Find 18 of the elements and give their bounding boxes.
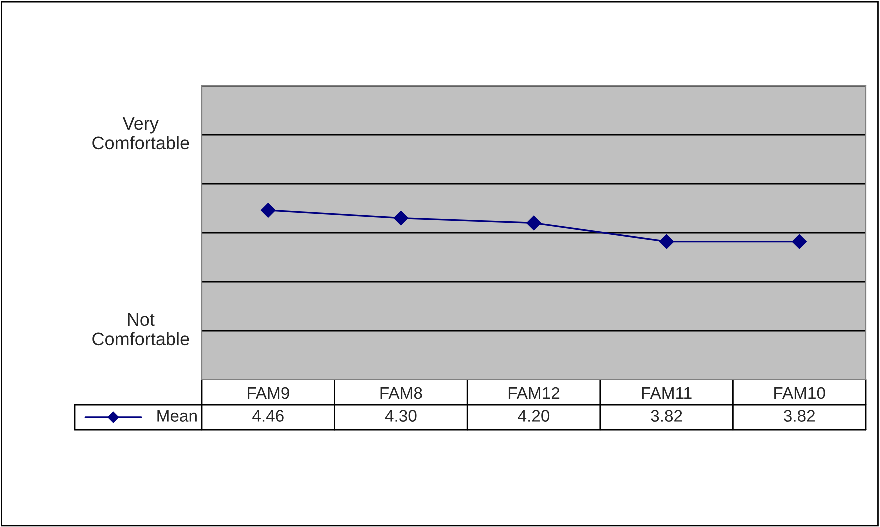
point	[792, 234, 807, 250]
x-tick-label: FAM9	[248, 387, 290, 400]
data-label: 4.30	[385, 410, 417, 422]
legend-label: Mean	[158, 410, 197, 422]
data-label: 3.82	[784, 410, 815, 422]
text: Very Comfortable	[92, 118, 190, 150]
point	[394, 210, 409, 226]
text: Not Comfortable	[92, 314, 190, 346]
point	[261, 203, 276, 218]
data-label: 4.20	[518, 410, 550, 422]
x-tick-label: FAM10	[774, 387, 826, 400]
x-tick-label: FAM11	[642, 388, 692, 400]
x-tick-label: FAM12	[508, 387, 560, 400]
point	[526, 216, 542, 231]
data-label: 4.46	[252, 410, 284, 422]
point	[659, 234, 674, 250]
x-tick-label: FAM8	[380, 387, 422, 400]
data-label: 3.82	[651, 410, 682, 422]
